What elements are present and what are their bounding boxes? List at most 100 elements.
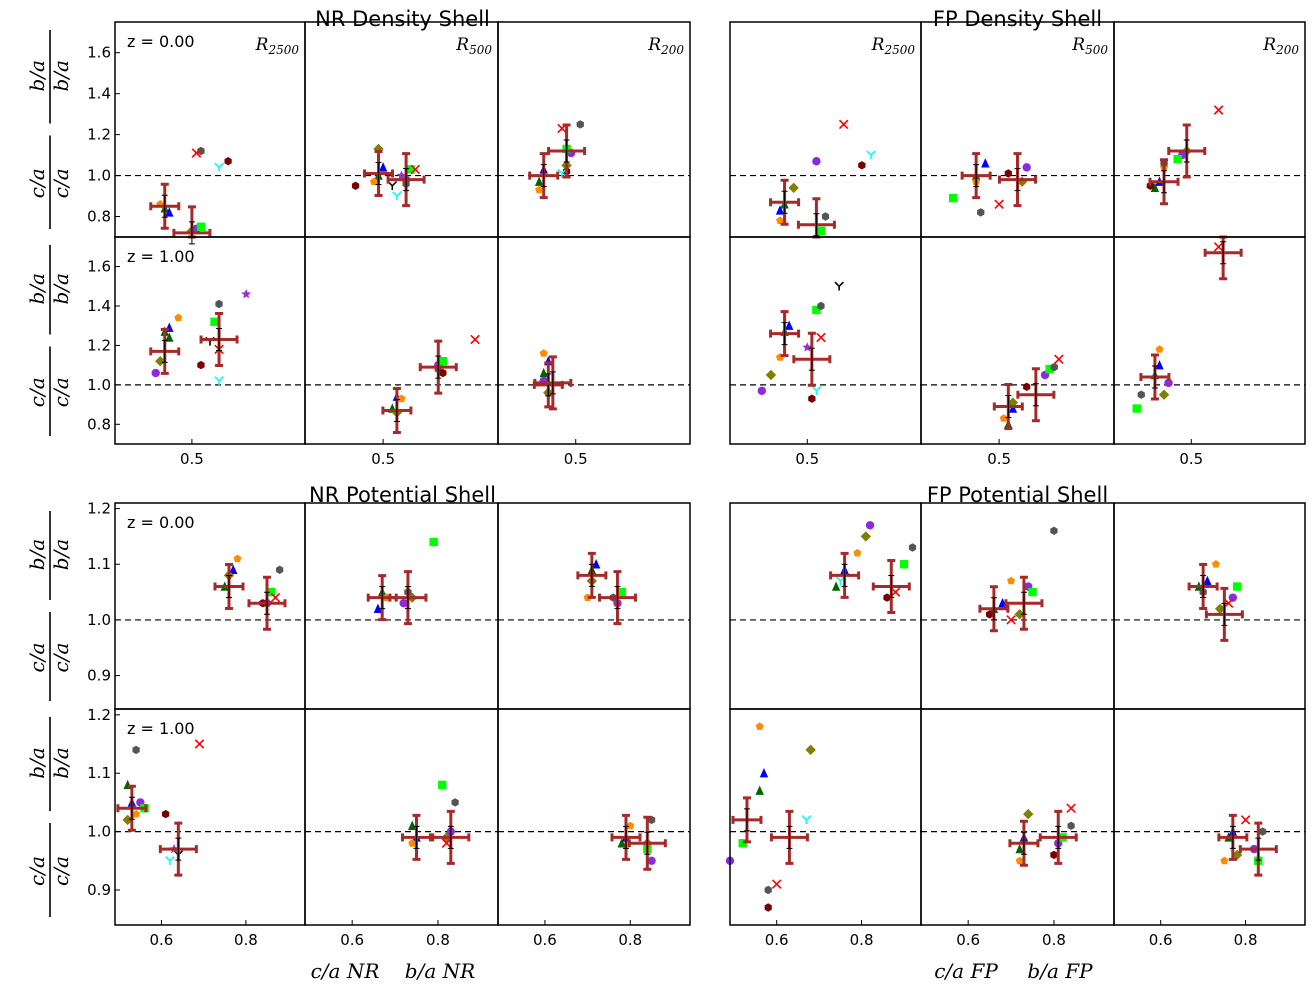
data-point xyxy=(1155,345,1164,353)
data-point xyxy=(1231,849,1243,861)
bootstrap-errorbar xyxy=(623,825,629,849)
bootstrap-errorbar xyxy=(540,164,547,188)
data-point xyxy=(1015,856,1024,865)
data-point xyxy=(831,581,841,591)
x-tick-label: 0.5 xyxy=(371,450,395,468)
bootstrap-errorbar xyxy=(841,563,848,587)
bootstrap-errorbar xyxy=(781,190,788,214)
bootstrap-errorbar xyxy=(545,373,552,397)
data-point xyxy=(591,559,601,569)
data-point xyxy=(853,548,862,557)
data-point xyxy=(1050,526,1058,535)
data-point xyxy=(1173,154,1182,164)
bootstrap-errorbar xyxy=(1014,168,1021,192)
data-point xyxy=(1023,808,1034,820)
panel-1-2: 0.6 0.8 xyxy=(497,708,691,949)
data-point xyxy=(808,394,816,403)
bootstrap-errorbar xyxy=(393,398,400,422)
data-point xyxy=(241,289,252,299)
panel-0-1 xyxy=(920,502,1115,710)
data-point xyxy=(210,317,219,326)
data-point xyxy=(1054,354,1064,364)
data-point xyxy=(406,165,415,174)
bootstrap-errorbar xyxy=(644,831,651,855)
data-point xyxy=(1137,390,1145,399)
data-point xyxy=(392,191,402,201)
x-tick-label: 0.8 xyxy=(426,931,450,949)
data-point xyxy=(994,199,1004,210)
bootstrap-errorbar xyxy=(1200,575,1207,599)
bootstrap-errorbar xyxy=(563,139,570,163)
data-point xyxy=(408,839,417,847)
bootstrap-errorbar xyxy=(990,597,997,621)
bootstrap-errorbar xyxy=(161,194,168,218)
x-tick-label: 0.5 xyxy=(180,450,204,468)
data-point xyxy=(408,820,417,830)
panel-0-0: 0.9 1.0 1.1 1.2 xyxy=(87,500,306,710)
ylabel-top-dm: b/a xyxy=(49,539,73,570)
data-point xyxy=(1022,163,1031,172)
data-point xyxy=(1150,182,1160,193)
redshift-label: z = 1.00 xyxy=(127,719,195,738)
data-point xyxy=(1028,587,1037,597)
data-point xyxy=(1228,593,1238,602)
ylabel-bottom-dm: c/a xyxy=(49,643,73,673)
data-point xyxy=(834,281,844,291)
panel-1-2: 0.6 0.8 xyxy=(1113,708,1306,949)
bootstrap-errorbar xyxy=(188,221,195,245)
data-point xyxy=(439,368,447,378)
data-point xyxy=(866,150,876,160)
data-point xyxy=(165,207,174,217)
data-point xyxy=(1050,362,1058,372)
data-point xyxy=(1023,382,1031,391)
data-point xyxy=(438,357,448,366)
panel-1-2: 0.5 xyxy=(1113,235,1306,468)
y-tick-label: 1.4 xyxy=(87,85,111,103)
bootstrap-errorbar xyxy=(264,591,270,615)
bootstrap-errorbar xyxy=(375,162,382,186)
panel-1-1: 0.6 0.8 xyxy=(920,708,1115,949)
ylabel-bottom: c/a xyxy=(25,643,49,673)
data-point xyxy=(1213,105,1224,115)
data-point xyxy=(1158,389,1170,400)
data-point xyxy=(1132,404,1141,413)
x-axis-label: c/a NR xyxy=(311,959,380,983)
data-point xyxy=(812,157,821,166)
chart-block-0: NR Density Shell R2500 0.8 1.0 1.2 1.4 1.6 R500… xyxy=(25,7,691,468)
panel-frame xyxy=(497,236,691,445)
bootstrap-errorbar xyxy=(1229,825,1236,849)
data-point xyxy=(764,885,772,895)
data-point xyxy=(1066,803,1076,814)
y-tick-label: 1.0 xyxy=(87,823,111,841)
data-point xyxy=(838,119,849,130)
data-point xyxy=(775,205,785,215)
x-tick-label: 0.5 xyxy=(564,450,588,468)
radius-label: R500 xyxy=(455,35,492,57)
data-point xyxy=(1004,169,1012,178)
data-point xyxy=(1211,560,1220,568)
radius-label: R2500 xyxy=(255,35,300,57)
data-point xyxy=(626,821,635,830)
panel-1-1: 0.5 xyxy=(304,236,499,468)
y-tick-label: 1.2 xyxy=(87,706,111,724)
bootstrap-errorbar xyxy=(786,825,793,849)
data-point xyxy=(1050,850,1058,860)
data-point xyxy=(194,739,205,749)
data-point xyxy=(1203,575,1212,586)
data-point xyxy=(451,798,459,807)
x-tick-label: 0.5 xyxy=(987,450,1011,468)
ylabel-top: b/a xyxy=(25,539,49,570)
x-tick-label: 0.5 xyxy=(795,450,819,468)
data-point xyxy=(883,593,891,602)
data-point xyxy=(174,313,183,322)
bootstrap-errorbar xyxy=(447,825,454,849)
data-point xyxy=(378,162,388,172)
data-point xyxy=(977,208,985,217)
panel-frame xyxy=(497,502,691,710)
data-point xyxy=(755,722,764,730)
ylabel-bottom: c/a xyxy=(25,377,49,407)
bootstrap-errorbar xyxy=(1032,383,1039,407)
